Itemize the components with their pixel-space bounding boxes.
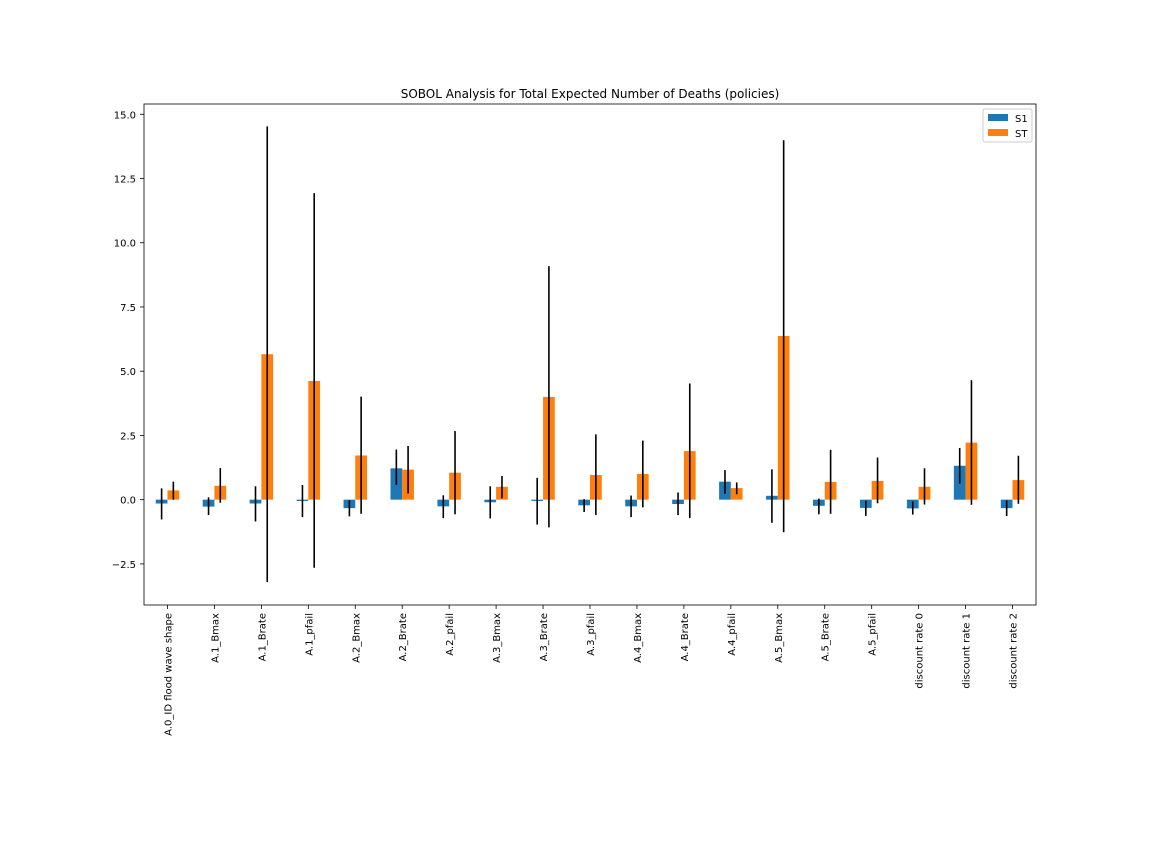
x-tick-label: A.1_Bmax xyxy=(210,613,221,663)
y-tick-label: 10.0 xyxy=(114,239,136,250)
y-axis: −2.5 0.0 2.5 5.0 7.5 10.0 12.5 15.0 xyxy=(112,110,144,571)
y-tick-label: 12.5 xyxy=(114,175,136,186)
error-bars xyxy=(160,126,1020,583)
x-tick-label: A.0_ID flood wave shape xyxy=(163,613,174,736)
legend-swatch-st xyxy=(988,129,1008,136)
y-tick-label: 5.0 xyxy=(120,367,136,378)
x-tick-label: discount rate 0 xyxy=(915,613,926,689)
x-tick-label: A.4_Bmax xyxy=(633,613,644,663)
plot-frame xyxy=(143,103,1037,606)
x-tick-label: A.5_Brate xyxy=(821,613,832,661)
y-tick-label: 0.0 xyxy=(120,496,136,507)
y-tick-label: 15.0 xyxy=(114,110,136,121)
x-tick-label: A.2_pfail xyxy=(445,613,456,656)
x-tick-label: A.3_Bmax xyxy=(492,613,503,663)
x-tick-label: A.5_pfail xyxy=(868,613,879,656)
x-tick-label: A.4_pfail xyxy=(727,613,738,656)
x-tick-label: A.5_Bmax xyxy=(774,613,785,663)
legend-swatch-s1 xyxy=(988,114,1008,121)
x-tick-label: A.4_Brate xyxy=(680,613,691,661)
legend: S1 ST xyxy=(982,108,1033,143)
y-tick-label: 2.5 xyxy=(120,431,136,442)
x-tick-label: A.3_Brate xyxy=(539,613,550,661)
x-tick-label: A.3_pfail xyxy=(586,613,597,656)
x-tick-label: A.2_Brate xyxy=(398,613,409,661)
legend-label-s1: S1 xyxy=(1015,114,1028,125)
y-tick-label: −2.5 xyxy=(112,560,136,571)
y-tick-label: 7.5 xyxy=(120,303,136,314)
x-tick-label: discount rate 1 xyxy=(962,613,973,689)
x-axis: A.0_ID flood wave shape A.1_Bmax A.1_Brate… xyxy=(163,605,1020,736)
plot-area xyxy=(144,104,1036,605)
x-tick-label: A.1_Brate xyxy=(257,613,268,661)
x-tick-label: discount rate 2 xyxy=(1009,613,1020,689)
x-tick-label: A.1_pfail xyxy=(304,613,315,656)
chart-title: SOBOL Analysis for Total Expected Number… xyxy=(401,87,780,101)
x-tick-label: A.2_Bmax xyxy=(351,613,362,663)
legend-label-st: ST xyxy=(1015,129,1028,140)
